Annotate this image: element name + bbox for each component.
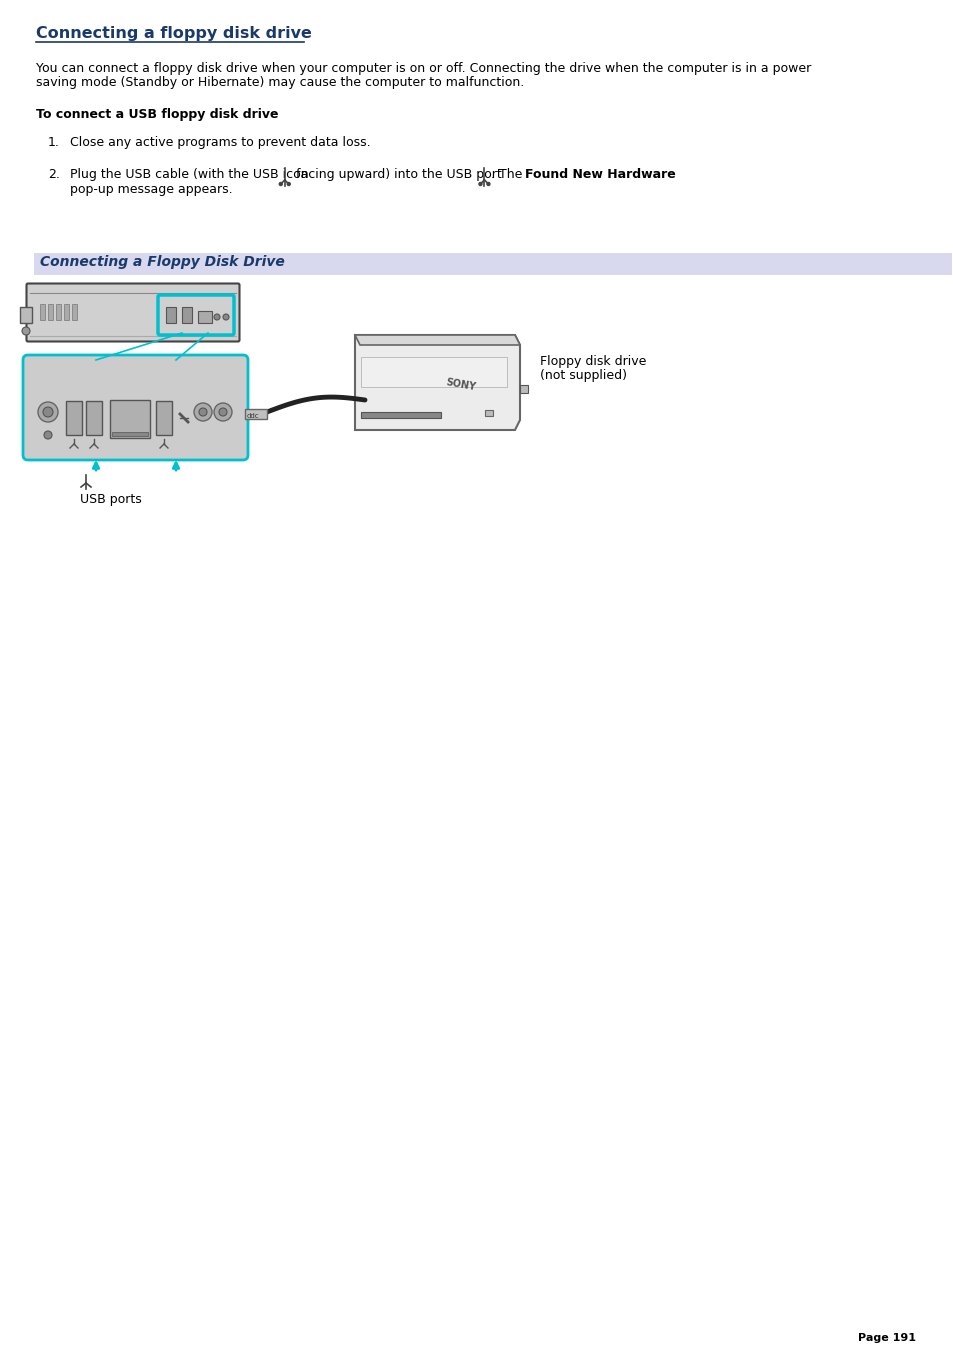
Text: Floppy disk drive: Floppy disk drive (539, 355, 646, 367)
Circle shape (22, 327, 30, 335)
Bar (20, 307, 32, 323)
Bar (245, 409, 267, 419)
Bar (110, 400, 150, 438)
Polygon shape (355, 335, 519, 430)
Text: ddc: ddc (247, 413, 259, 419)
Bar (71, 304, 77, 320)
Circle shape (44, 431, 52, 439)
Text: 2.: 2. (48, 168, 60, 181)
Circle shape (478, 182, 481, 185)
Circle shape (43, 407, 53, 417)
Circle shape (213, 403, 232, 422)
Circle shape (279, 182, 282, 185)
Bar (48, 304, 53, 320)
Text: Found New Hardware: Found New Hardware (524, 168, 675, 181)
Text: saving mode (Standby or Hibernate) may cause the computer to malfunction.: saving mode (Standby or Hibernate) may c… (36, 76, 524, 89)
Bar (66, 401, 82, 435)
Bar (56, 304, 61, 320)
Text: USB ports: USB ports (80, 493, 142, 507)
Text: (not supplied): (not supplied) (539, 369, 626, 382)
Bar (166, 307, 175, 323)
Circle shape (199, 408, 207, 416)
Text: Page 191: Page 191 (857, 1333, 915, 1343)
Bar (182, 307, 192, 323)
Bar (34, 253, 951, 276)
Bar (360, 412, 440, 417)
Text: Plug the USB cable (with the USB icon: Plug the USB cable (with the USB icon (70, 168, 313, 181)
Text: 1.: 1. (48, 136, 60, 149)
Circle shape (38, 403, 58, 422)
Polygon shape (355, 335, 519, 345)
Circle shape (287, 182, 290, 185)
Text: facing upward) into the USB port: facing upward) into the USB port (292, 168, 505, 181)
Text: To connect a USB floppy disk drive: To connect a USB floppy disk drive (36, 108, 278, 122)
Bar (86, 401, 102, 435)
Circle shape (219, 408, 227, 416)
Text: SONY: SONY (444, 377, 476, 392)
Text: Connecting a floppy disk drive: Connecting a floppy disk drive (36, 26, 312, 41)
FancyBboxPatch shape (23, 355, 248, 459)
Text: You can connect a floppy disk drive when your computer is on or off. Connecting : You can connect a floppy disk drive when… (36, 62, 810, 76)
Text: Close any active programs to prevent data loss.: Close any active programs to prevent dat… (70, 136, 370, 149)
Circle shape (223, 313, 229, 320)
Bar (112, 432, 148, 436)
Text: . The: . The (491, 168, 526, 181)
Bar (156, 401, 172, 435)
Circle shape (193, 403, 212, 422)
Bar (64, 304, 69, 320)
Bar (519, 385, 527, 393)
Bar (360, 357, 506, 386)
Circle shape (486, 182, 490, 185)
FancyBboxPatch shape (27, 284, 239, 342)
Text: pop-up message appears.: pop-up message appears. (70, 182, 233, 196)
Bar (198, 311, 212, 323)
Text: Connecting a Floppy Disk Drive: Connecting a Floppy Disk Drive (40, 255, 284, 269)
Bar (40, 304, 45, 320)
Circle shape (213, 313, 220, 320)
Bar (484, 409, 493, 416)
